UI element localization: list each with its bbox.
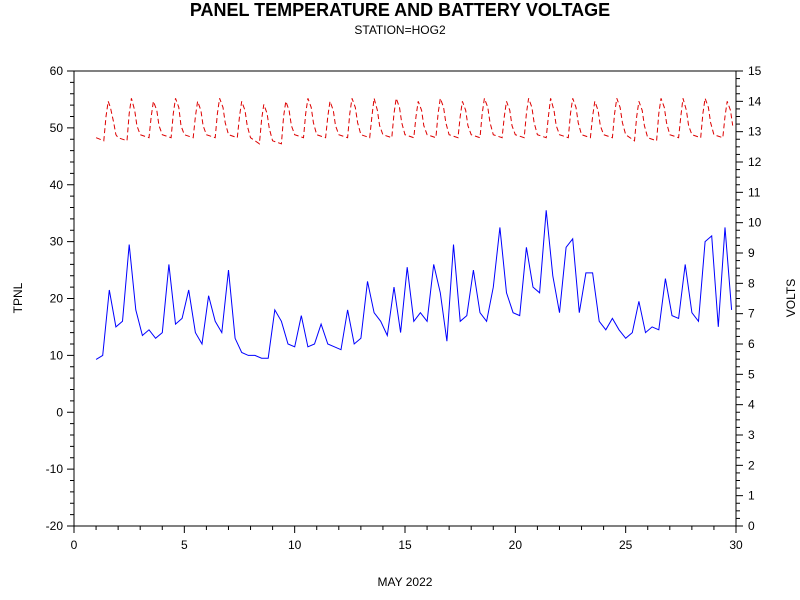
x-axis-label: MAY 2022 [378, 575, 433, 589]
right-tick-label: 10 [748, 216, 762, 230]
right-tick-label: 13 [748, 125, 762, 139]
right-axis-label: VOLTS [784, 279, 798, 317]
right-tick-label: 12 [748, 155, 762, 169]
x-tick-label: 15 [398, 538, 412, 552]
right-tick-label: 14 [748, 94, 762, 108]
x-axis: 0 5 10 15 20 25 30 [71, 526, 743, 552]
left-tick-label: 50 [50, 121, 64, 135]
left-tick-label: -20 [46, 519, 64, 533]
left-axis-label: TPNL [11, 282, 25, 313]
right-tick-label: 7 [748, 307, 755, 321]
x-tick-label: 20 [509, 538, 523, 552]
left-axis: -20 -10 0 10 20 30 40 50 60 [46, 64, 74, 533]
right-tick-label: 1 [748, 489, 755, 503]
right-tick-label: 3 [748, 428, 755, 442]
x-tick-label: 30 [729, 538, 743, 552]
right-tick-label: 6 [748, 337, 755, 351]
right-tick-label: 8 [748, 276, 755, 290]
right-tick-label: 2 [748, 458, 755, 472]
left-tick-label: -10 [46, 462, 64, 476]
right-tick-label: 0 [748, 519, 755, 533]
chart-subtitle: STATION=HOG2 [354, 23, 446, 37]
plot-area-border [73, 70, 737, 527]
right-tick-label: 15 [748, 64, 762, 78]
x-tick-label: 5 [181, 538, 188, 552]
x-tick-label: 0 [71, 538, 78, 552]
left-tick-label: 40 [50, 178, 64, 192]
series-layer [95, 98, 734, 360]
left-tick-label: 20 [50, 292, 64, 306]
right-tick-label: 5 [748, 367, 755, 381]
right-tick-label: 4 [748, 398, 755, 412]
left-tick-label: 10 [50, 348, 64, 362]
chart-title: PANEL TEMPERATURE AND BATTERY VOLTAGE [189, 0, 611, 20]
left-tick-label: 0 [56, 405, 63, 419]
right-tick-label: 11 [748, 185, 761, 199]
volts-series-line [95, 98, 734, 145]
x-tick-label: 25 [619, 538, 633, 552]
left-tick-label: 30 [50, 235, 64, 249]
x-tick-label: 10 [288, 538, 302, 552]
right-tick-label: 9 [748, 246, 755, 260]
plot-frame [73, 70, 737, 527]
left-tick-label: 60 [50, 64, 64, 78]
tpnl-series-line [95, 210, 733, 360]
